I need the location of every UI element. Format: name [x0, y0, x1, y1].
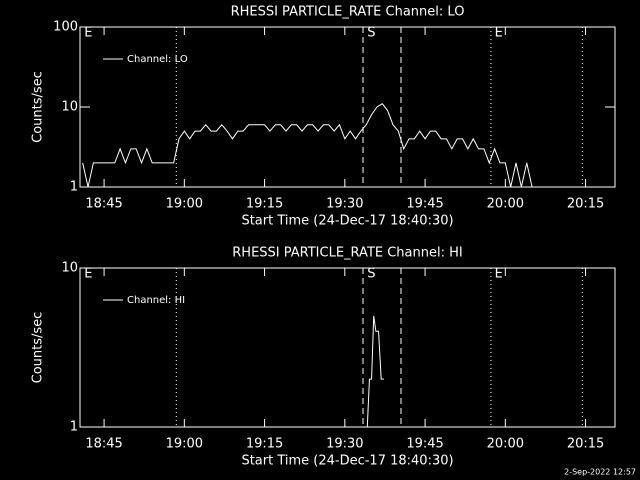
y-tick-label: 10 [61, 261, 78, 276]
marker-label: S [367, 26, 375, 41]
x-tick-label: 19:00 [166, 437, 203, 452]
y-tick-label: 1 [70, 420, 78, 435]
x-tick-label: 20:00 [487, 197, 524, 212]
marker-label: E [84, 267, 92, 282]
x-tick-label: 18:45 [85, 197, 122, 212]
x-tick-label: 19:15 [246, 437, 283, 452]
x-tick-label: 19:15 [246, 197, 283, 212]
x-tick-label: 20:15 [567, 437, 604, 452]
x-tick-label: 20:00 [487, 437, 524, 452]
marker-label: E [495, 267, 503, 282]
marker-label: E [495, 26, 503, 41]
x-tick-label: 19:30 [326, 437, 363, 452]
y-tick-label: 10 [61, 100, 78, 115]
x-tick-label: 19:45 [406, 437, 443, 452]
x-tick-label: 19:00 [166, 197, 203, 212]
y-tick-label: 1 [70, 180, 78, 195]
y-axis-label: Counts/sec [31, 71, 46, 143]
x-tick-label: 19:45 [406, 197, 443, 212]
marker-label: E [84, 26, 92, 41]
plot-frame [79, 267, 616, 428]
y-axis-label: Counts/sec [31, 312, 46, 384]
data-line [82, 103, 533, 188]
x-tick-label: 20:15 [567, 197, 604, 212]
x-axis-label: Start Time (24-Dec-17 18:40:30) [241, 454, 453, 469]
x-axis-label: Start Time (24-Dec-17 18:40:30) [241, 214, 453, 229]
chart-title: RHESSI PARTICLE_RATE Channel: HI [232, 246, 462, 261]
marker-label: S [367, 267, 375, 282]
data-line [366, 315, 384, 428]
chart-title: RHESSI PARTICLE_RATE Channel: LO [231, 5, 465, 20]
y-tick-label: 100 [53, 20, 78, 35]
timestamp: 2-Sep-2022 12:57 [564, 468, 636, 477]
legend-label: Channel: LO [127, 54, 188, 65]
legend-label: Channel: HI [127, 295, 185, 306]
x-tick-label: 19:30 [326, 197, 363, 212]
x-tick-label: 18:45 [85, 437, 122, 452]
